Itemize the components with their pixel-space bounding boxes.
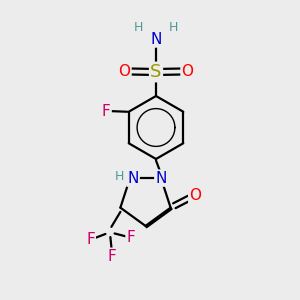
Text: F: F: [102, 104, 111, 119]
Text: O: O: [118, 64, 130, 79]
Text: O: O: [182, 64, 194, 79]
Text: F: F: [108, 249, 117, 264]
Text: S: S: [150, 63, 162, 81]
Text: O: O: [189, 188, 201, 202]
Text: N: N: [150, 32, 162, 46]
Text: H: H: [115, 170, 124, 183]
Text: F: F: [86, 232, 95, 247]
Text: H: H: [169, 21, 178, 34]
Text: H: H: [134, 21, 143, 34]
Text: N: N: [155, 171, 167, 186]
Text: F: F: [127, 230, 135, 245]
Text: N: N: [127, 171, 139, 186]
